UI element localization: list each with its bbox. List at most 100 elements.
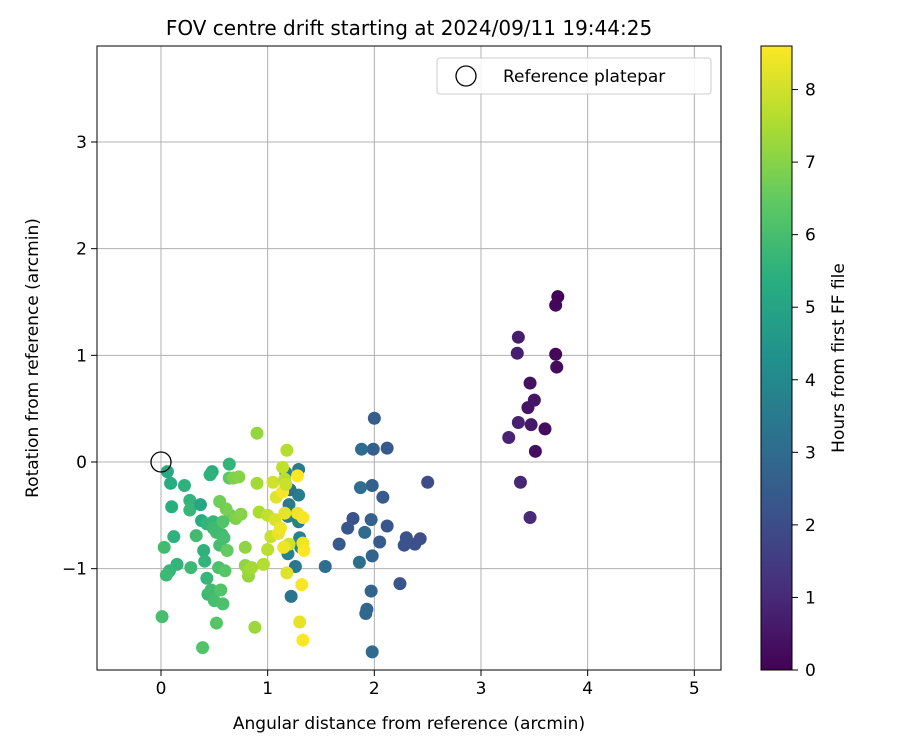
data-point	[193, 498, 207, 512]
data-point	[204, 583, 218, 597]
data-point	[296, 633, 310, 647]
data-point	[183, 493, 197, 507]
data-point	[421, 475, 435, 489]
data-point	[266, 475, 280, 489]
x-tick-label: 4	[582, 679, 593, 699]
data-point	[399, 531, 413, 545]
data-point	[341, 521, 355, 535]
data-point	[198, 554, 212, 568]
data-point	[527, 393, 541, 407]
chart-title: FOV centre drift starting at 2024/09/11 …	[166, 16, 652, 40]
data-point	[393, 577, 407, 591]
grid-lines	[97, 46, 721, 670]
colorbar-tick-label: 0	[805, 661, 816, 681]
x-tick-label: 5	[689, 679, 700, 699]
data-point	[367, 411, 381, 425]
data-point	[232, 470, 246, 484]
colorbar-ticks: 0 1 2 3 4 5 6 7 8	[792, 81, 816, 681]
data-point	[365, 645, 379, 659]
data-point	[365, 478, 379, 492]
data-point	[346, 512, 360, 526]
y-axis: −1 0 1 2 3	[62, 133, 97, 580]
data-point	[295, 578, 309, 592]
legend-marker-icon	[455, 65, 477, 87]
data-point	[528, 444, 542, 458]
data-point	[245, 561, 259, 575]
colorbar-tick-label: 4	[805, 371, 816, 391]
data-point	[511, 416, 525, 430]
data-point	[293, 615, 307, 629]
y-tick-label: 2	[76, 240, 87, 260]
data-point	[297, 544, 311, 558]
data-point	[248, 620, 262, 634]
data-point	[157, 540, 171, 554]
data-point	[291, 469, 305, 483]
data-point	[376, 490, 390, 504]
data-point	[359, 606, 373, 620]
data-point	[250, 426, 264, 440]
data-point	[159, 568, 173, 582]
x-axis-label: Angular distance from reference (arcmin)	[233, 714, 585, 734]
data-point	[549, 298, 563, 312]
y-tick-label: −1	[62, 560, 87, 580]
data-point	[250, 476, 264, 490]
data-point	[218, 564, 232, 578]
colorbar-tick-label: 8	[805, 81, 816, 101]
data-point	[155, 610, 169, 624]
data-point	[200, 571, 214, 585]
y-axis-label: Rotation from reference (arcmin)	[23, 218, 43, 498]
data-point	[261, 542, 275, 556]
data-point	[216, 597, 230, 611]
reference-marker	[150, 451, 172, 473]
data-point	[380, 441, 394, 455]
data-point	[203, 468, 217, 482]
legend: Reference platepar	[436, 57, 712, 95]
data-point	[234, 507, 248, 521]
x-tick-label: 1	[262, 679, 273, 699]
colorbar-gradient	[760, 45, 793, 671]
data-point	[214, 583, 228, 597]
data-point	[273, 521, 287, 535]
data-point	[276, 460, 290, 474]
data-point	[365, 549, 379, 563]
data-point	[318, 560, 332, 574]
data-point	[238, 540, 252, 554]
data-point	[189, 529, 203, 543]
data-point	[164, 476, 178, 490]
data-point	[167, 530, 181, 544]
data-point	[217, 531, 231, 545]
data-point	[353, 481, 367, 495]
data-point	[220, 544, 234, 558]
data-point	[216, 515, 230, 529]
data-point	[222, 457, 236, 471]
colorbar-tick-label: 2	[805, 516, 816, 536]
colorbar-label: Hours from first FF file	[829, 263, 849, 453]
colorbar-tick-label: 6	[805, 226, 816, 246]
data-point	[364, 513, 378, 527]
data-point	[196, 641, 210, 655]
colorbar-tick-label: 3	[805, 443, 816, 463]
colorbar: 0 1 2 3 4 5 6 7 8 Hours from first FF file	[760, 45, 849, 681]
data-point	[279, 477, 293, 491]
data-point	[523, 510, 537, 524]
legend-entry-label: Reference platepar	[503, 67, 665, 87]
data-point	[373, 535, 387, 549]
data-point	[284, 589, 298, 603]
data-point	[502, 430, 516, 444]
data-point	[538, 422, 552, 436]
colorbar-tick-label: 5	[805, 298, 816, 318]
data-point	[256, 557, 270, 571]
data-point	[380, 519, 394, 533]
data-point	[366, 442, 380, 456]
y-tick-label: 0	[76, 453, 87, 473]
y-tick-label: 3	[76, 133, 87, 153]
data-point	[296, 510, 310, 524]
y-tick-label: 1	[76, 346, 87, 366]
data-point	[510, 346, 524, 360]
data-point	[364, 584, 378, 598]
data-point	[197, 544, 211, 558]
data-point	[523, 376, 537, 390]
data-point	[358, 525, 372, 539]
data-points	[155, 290, 565, 659]
